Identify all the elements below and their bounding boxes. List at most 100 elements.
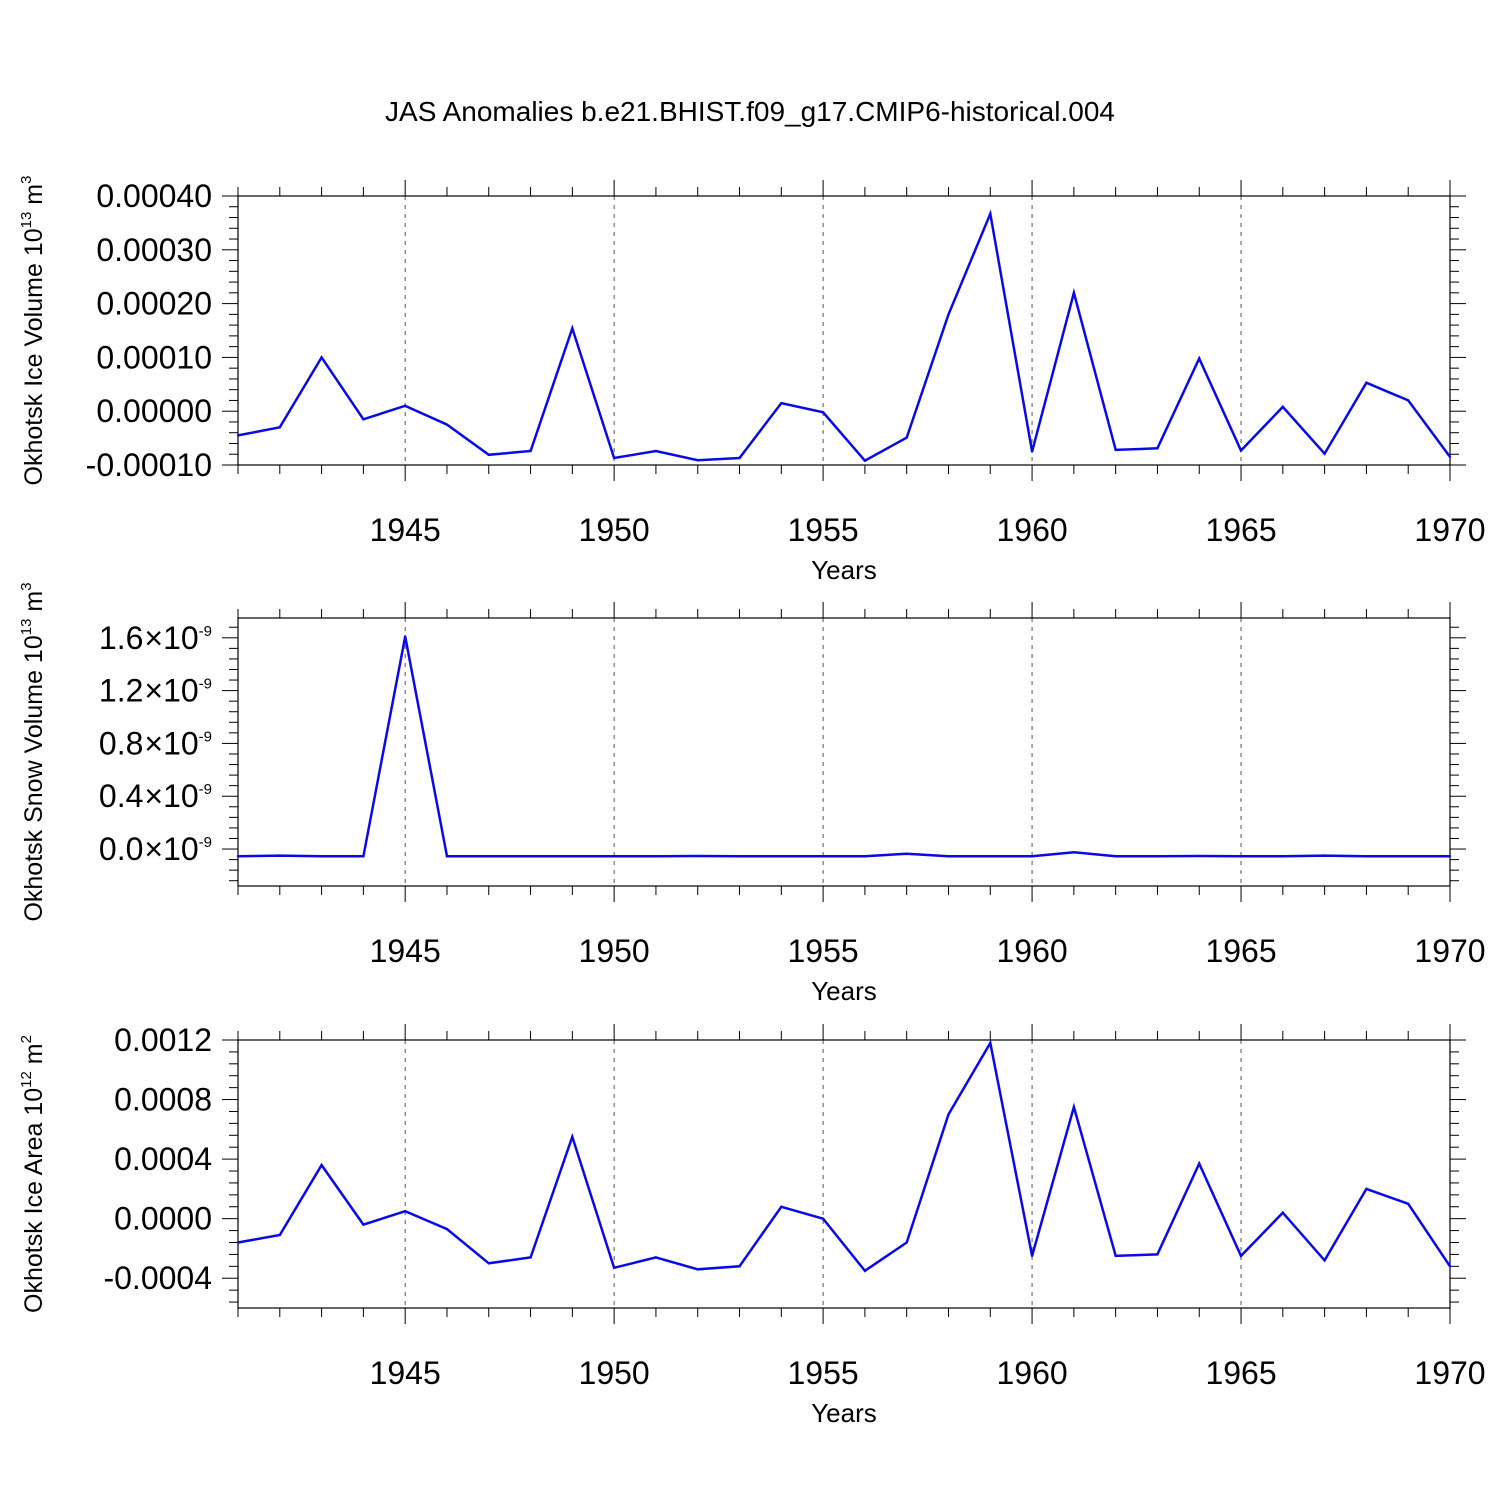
data-point [403,404,407,408]
y-tick-value: 0.0000 [114,1201,212,1237]
data-point [529,449,532,453]
data-point [1448,455,1452,459]
data-point [738,456,741,460]
data-point [320,1163,323,1167]
y-tick-label: -0.0004 [103,1260,212,1296]
data-point [654,855,658,858]
y-tick-value: 1.6 [99,620,143,656]
data-point [905,1241,908,1244]
plot-frame [237,1039,1451,1309]
data-point [445,423,449,426]
data-point [780,401,783,405]
y-tick-value: 0.00040 [96,178,212,214]
data-point [738,1265,741,1268]
panel-ice-area: -0.0004 0.0000 0.0004 0.0008 0.0012 1945 1950 1… [18,1022,1486,1428]
x-tick-label: 1970 [1414,512,1485,548]
data-point [612,855,616,858]
data-point [571,327,574,330]
data-point [1281,405,1285,409]
data-point [1407,399,1410,402]
y-axis-label-unit-exp: 2 [18,1035,35,1043]
data-point [1114,448,1117,452]
data-point [612,456,616,460]
data-point [696,1268,699,1271]
data-point [529,855,532,858]
y-tick-base: 10 [163,778,199,814]
data-point [1407,855,1410,858]
y-tick-label: 0.00040 [96,178,212,214]
x-tick-label: 1960 [996,512,1067,548]
y-tick-label: 0.4×10-9 [99,778,212,814]
y-tick-value: 0.8 [99,725,143,761]
data-point [696,854,699,858]
y-tick-label: 0.00000 [96,393,212,429]
y-tick-value: -0.00010 [86,447,212,483]
data-point [1407,1202,1410,1205]
data-point [487,1262,490,1265]
data-point [863,855,867,858]
data-point [696,458,699,462]
y-tick-label: 0.0×10-9 [99,831,212,867]
y-tick-base: 10 [163,673,199,709]
x-tick-label: 1945 [370,1355,441,1391]
y-tick-label: 0.0004 [114,1141,212,1177]
y-tick-times: × [144,673,163,709]
data-point [905,852,908,855]
y-tick-label: 0.00020 [96,286,212,322]
y-tick-times: × [144,778,163,814]
data-point [278,854,281,857]
x-axis-label: Years [811,976,877,1006]
data-point [487,453,490,456]
data-point [780,1205,783,1208]
data-point [320,356,323,359]
data-point [445,855,449,858]
y-axis-label-unit: m [20,591,48,619]
y-tick-label: 0.8×10-9 [99,725,212,761]
y-tick-times: × [144,831,163,867]
data-point [989,855,992,858]
data-point [571,1135,574,1138]
data-point [654,449,658,453]
y-axis-label-exp: 13 [18,619,35,636]
y-tick-times: × [144,620,163,656]
data-point [863,459,867,462]
y-tick-label: 0.0000 [114,1201,212,1237]
y-tick-value: 1.2 [99,673,143,709]
y-tick-exp: -9 [199,781,212,798]
x-tick-label: 1950 [579,1355,650,1391]
y-axis-label-unit: m [20,184,48,212]
data-point [1365,855,1368,858]
data-point [1030,855,1034,858]
data-point [1156,447,1159,450]
x-tick-label: 1965 [1205,512,1276,548]
x-tick-label: 1970 [1414,1355,1485,1391]
x-axis-label: Years [811,555,877,585]
x-tick-label: 1945 [370,512,441,548]
data-point [571,855,574,858]
data-point [863,1269,867,1272]
data-point [612,1266,616,1270]
data-point [1198,357,1201,360]
x-tick-label: 1965 [1205,933,1276,969]
data-point [1072,851,1076,854]
data-point [821,855,825,858]
data-point [1448,1265,1452,1268]
y-tick-base: 10 [163,831,199,867]
data-point [320,855,323,858]
data-point [1198,854,1201,858]
data-point [1365,1187,1368,1191]
x-tick-label: 1960 [996,933,1067,969]
y-tick-label: 1.6×10-9 [99,620,212,656]
y-axis-label-main: Okhotsk Snow Volume 10 [20,635,48,921]
data-point [1323,854,1326,857]
data-point [1281,855,1285,858]
y-axis-label-exp: 12 [18,1071,35,1088]
chart-title: JAS Anomalies b.e21.BHIST.f09_g17.CMIP6-… [385,96,1115,127]
data-point [1030,450,1034,453]
x-tick-label: 1955 [788,512,859,548]
y-axis-label: Okhotsk Ice Area 1012 m2 [18,1035,48,1313]
plot-frame [237,195,1451,466]
y-tick-base: 10 [163,620,199,656]
data-point [989,1041,992,1045]
